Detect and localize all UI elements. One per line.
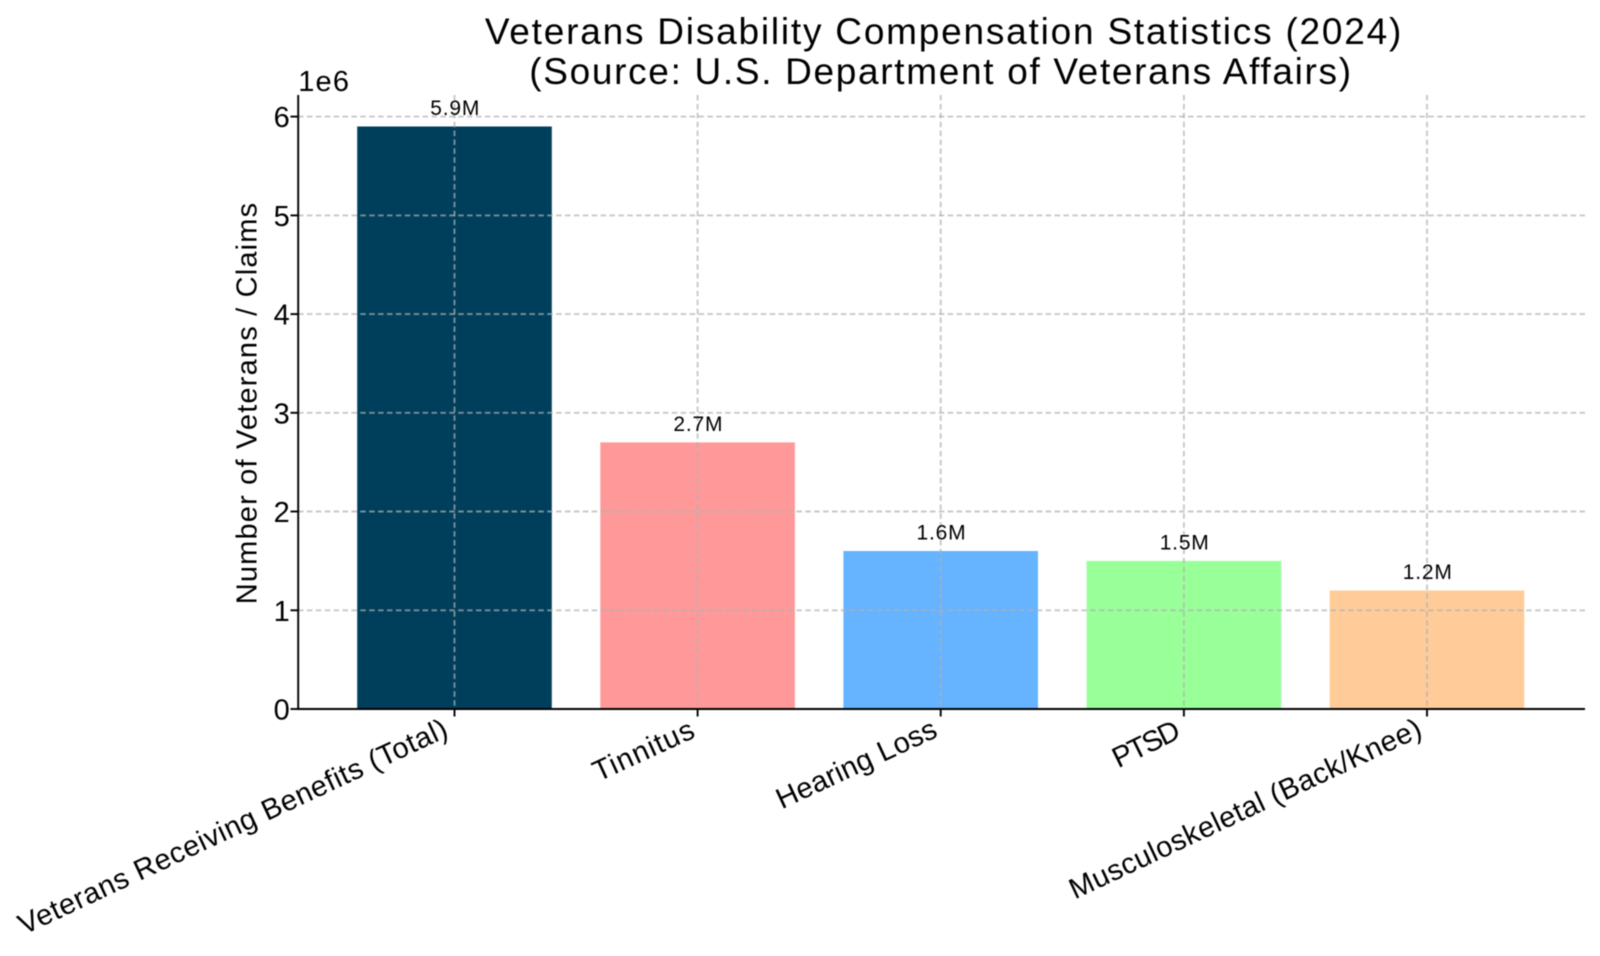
svg-text:6: 6 xyxy=(274,102,290,134)
svg-text:5: 5 xyxy=(274,201,290,233)
svg-text:Veterans Receiving Benefits (T: Veterans Receiving Benefits (Total) xyxy=(13,713,453,942)
svg-text:Veterans Disability Compensati: Veterans Disability Compensation Statist… xyxy=(485,11,1403,52)
svg-text:0: 0 xyxy=(274,695,290,727)
svg-text:(Source: U.S. Department of Ve: (Source: U.S. Department of Veterans Aff… xyxy=(529,51,1352,92)
svg-text:2.7M: 2.7M xyxy=(673,413,723,436)
svg-text:1e6: 1e6 xyxy=(298,66,350,98)
svg-text:1.6M: 1.6M xyxy=(917,522,967,545)
svg-text:2: 2 xyxy=(274,497,290,529)
svg-text:1.5M: 1.5M xyxy=(1160,531,1210,554)
svg-text:3: 3 xyxy=(274,398,290,430)
svg-text:1.2M: 1.2M xyxy=(1403,561,1453,584)
svg-text:Number of Veterans / Claims: Number of Veterans / Claims xyxy=(232,202,264,605)
svg-text:PTSD: PTSD xyxy=(1107,715,1184,775)
svg-text:5.9M: 5.9M xyxy=(430,97,480,120)
svg-text:1: 1 xyxy=(274,596,290,628)
svg-text:Hearing Loss: Hearing Loss xyxy=(771,713,942,815)
svg-text:Tinnitus: Tinnitus xyxy=(588,713,701,788)
svg-text:4: 4 xyxy=(274,300,290,332)
